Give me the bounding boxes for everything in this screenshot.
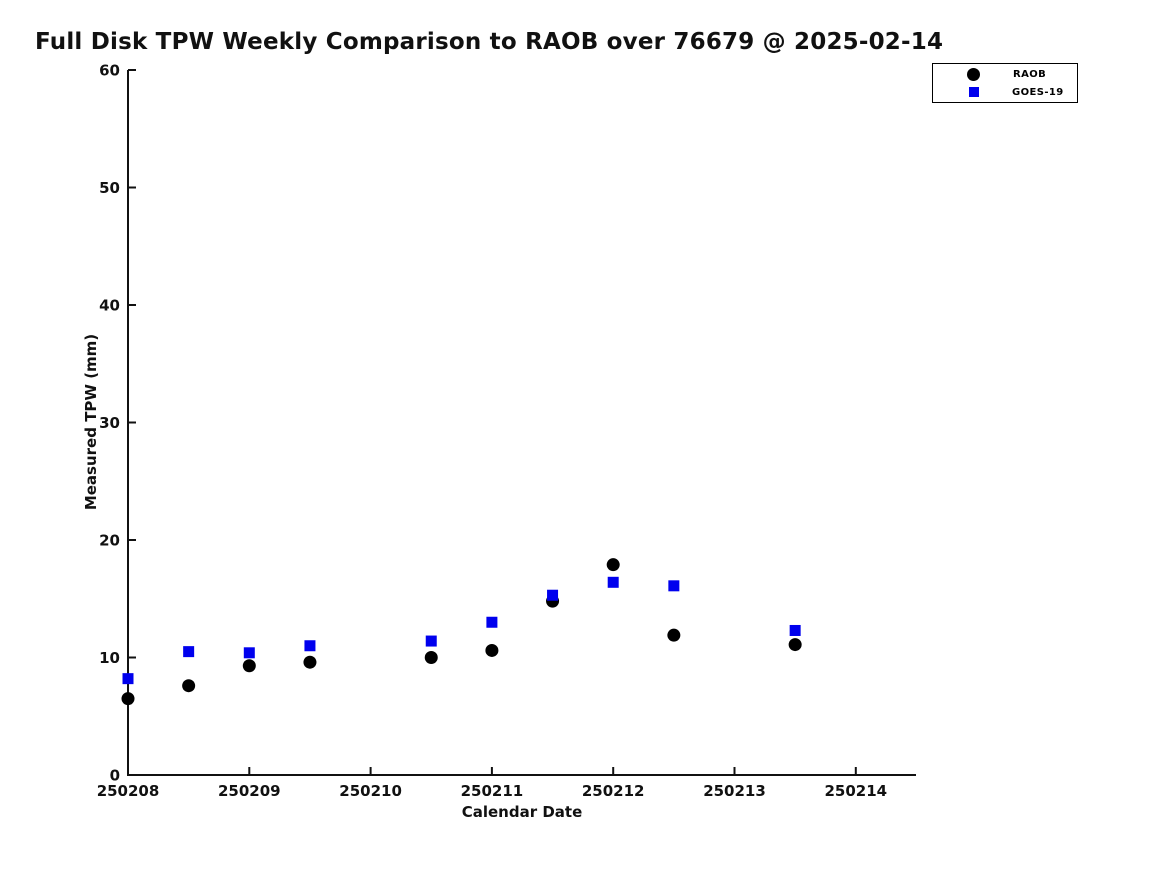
y-tick-label: 40 (99, 297, 120, 315)
goes19-data-point (304, 640, 316, 652)
x-tick-label: 250214 (824, 782, 887, 800)
goes19-square-marker-icon (969, 87, 979, 97)
y-tick-label: 10 (99, 649, 120, 667)
chart-title: Full Disk TPW Weekly Comparison to RAOB … (35, 29, 944, 55)
x-tick-label: 250212 (582, 782, 645, 800)
raob-data-point (485, 643, 499, 657)
x-tick-label: 250209 (218, 782, 281, 800)
x-axis-label: Calendar Date (461, 803, 583, 821)
raob-data-point (606, 558, 620, 572)
raob-data-point (788, 638, 802, 652)
goes19-data-point (122, 673, 134, 685)
x-tick-label: 250208 (97, 782, 160, 800)
goes19-data-point (607, 576, 619, 588)
raob-data-point (182, 679, 196, 693)
legend-label-raob: RAOB (1013, 68, 1047, 80)
goes19-data-point (425, 635, 437, 647)
x-tick-label: 250210 (339, 782, 402, 800)
goes19-data-point (668, 580, 680, 592)
raob-data-point (121, 692, 135, 706)
goes19-data-point (789, 624, 801, 636)
goes19-data-point (243, 647, 255, 659)
raob-data-point (667, 628, 681, 642)
raob-data-point (242, 659, 256, 673)
y-tick-label: 0 (110, 767, 120, 785)
x-tick-label: 250211 (461, 782, 524, 800)
legend-item-raob: RAOB (933, 66, 1077, 82)
x-tick-label: 250213 (703, 782, 766, 800)
legend-item-goes19: GOES-19 (933, 84, 1077, 100)
goes19-data-point (486, 616, 498, 628)
goes19-data-point (183, 646, 195, 658)
raob-circle-marker-icon (967, 67, 980, 81)
y-tick-label: 50 (99, 179, 120, 197)
raob-data-point (424, 651, 438, 664)
raob-data-point (303, 655, 317, 669)
goes19-data-point (547, 589, 559, 601)
y-tick-label: 20 (99, 532, 120, 550)
legend: RAOB GOES-19 (932, 63, 1078, 103)
y-tick-label: 60 (99, 62, 120, 80)
y-tick-label: 30 (99, 414, 120, 432)
legend-label-goes19: GOES-19 (1012, 86, 1064, 98)
